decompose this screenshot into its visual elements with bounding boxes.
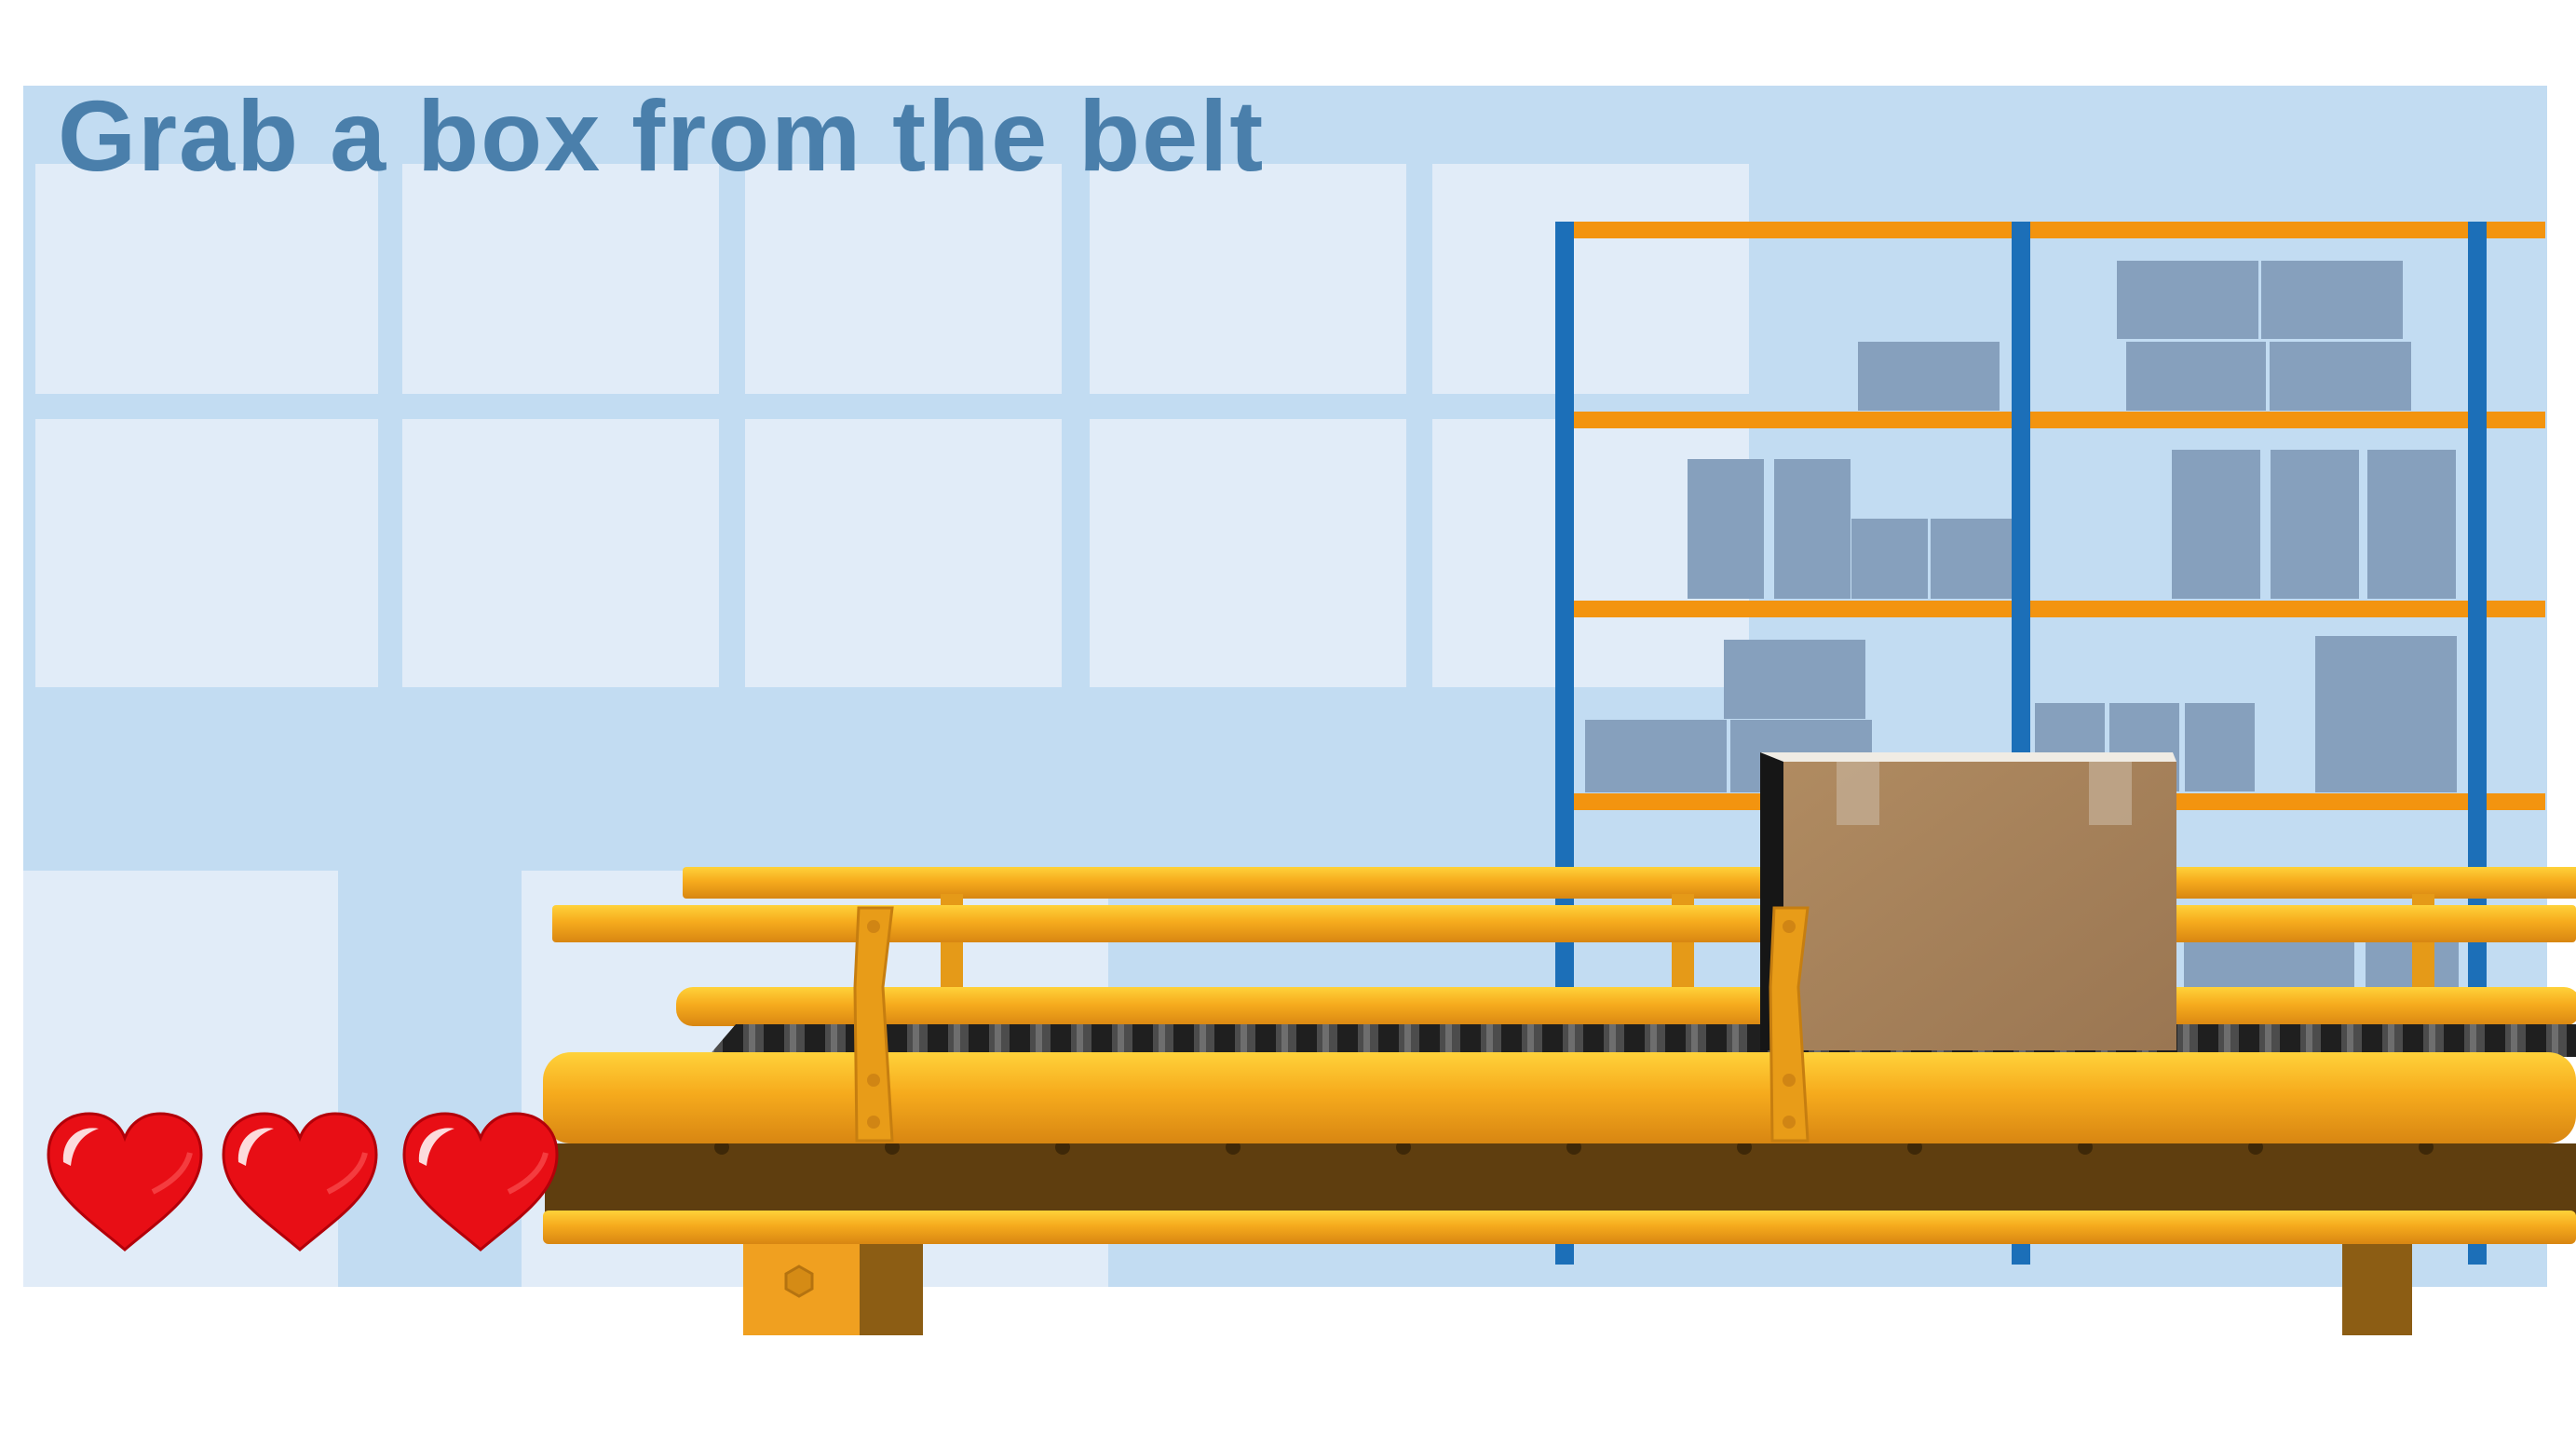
box-tape [2089, 762, 2132, 825]
shelf-box [1774, 459, 1851, 599]
shelf-box [2271, 450, 2359, 599]
conveyor-body [545, 1143, 2576, 1218]
back-guard-rail [683, 867, 2576, 899]
box-top [1760, 752, 2176, 762]
window-pane [1090, 164, 1406, 394]
window-pane [402, 164, 719, 394]
window-pane [1432, 164, 1749, 394]
shelf-box [2270, 342, 2411, 411]
heart-icon [397, 1108, 564, 1257]
back-side-rail [676, 987, 2576, 1026]
shelf-box [2185, 703, 2255, 791]
shelf-box [2261, 261, 2403, 339]
heart-icon [216, 1108, 384, 1257]
shelf-box [1931, 519, 2014, 599]
shelf-beam [1560, 601, 2545, 617]
shelf-box [1585, 720, 1727, 792]
shelf-beam [1560, 412, 2545, 428]
shelf-box [2367, 450, 2456, 599]
instruction-text: Grab a box from the belt [58, 79, 1266, 192]
window-pane [63, 164, 378, 394]
shelf-box [1851, 519, 1928, 599]
bolt-icon [784, 1265, 814, 1298]
shelf-box [2172, 450, 2260, 599]
window-pane [35, 164, 63, 394]
warehouse-windows [35, 164, 1749, 687]
window-pane [63, 419, 378, 687]
shelf-box [2261, 940, 2354, 987]
conveyor-bottom-rail [543, 1211, 2576, 1244]
window-pane [745, 164, 1062, 394]
shelf-beam [1560, 222, 2545, 238]
front-guard-rail [552, 905, 2576, 942]
window-pane [745, 419, 1062, 687]
front-rail-posts [853, 906, 1810, 1143]
shelf-box [2117, 261, 2258, 339]
box-tape [1837, 762, 1879, 825]
front-side-rail [543, 1052, 2576, 1143]
shelf-box [1724, 640, 1865, 719]
shelf-box [2126, 342, 2266, 411]
cardboard-box[interactable] [1760, 752, 2176, 1050]
heart-icon [41, 1108, 209, 1257]
window-pane [1090, 419, 1406, 687]
window-pane [35, 419, 63, 687]
shelf-box [1858, 342, 2000, 411]
roller-surface [708, 1024, 2576, 1057]
lives-display [41, 1108, 563, 1266]
shelf-box [2315, 636, 2457, 792]
shelf-box [1688, 459, 1764, 599]
conveyor-leg-side [860, 1238, 923, 1335]
conveyor-leg-side [2342, 1238, 2412, 1335]
window-pane [402, 419, 719, 687]
